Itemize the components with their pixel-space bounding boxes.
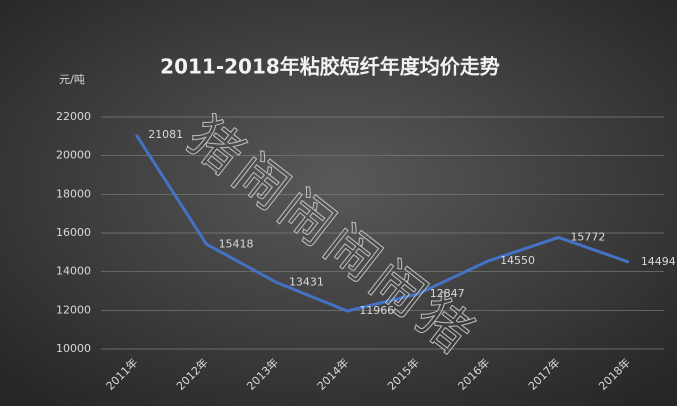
y-tick-label: 22000 bbox=[56, 110, 91, 123]
data-label: 15772 bbox=[570, 230, 605, 243]
y-tick-label: 16000 bbox=[56, 226, 91, 239]
data-label: 14494 bbox=[641, 255, 676, 268]
y-tick-label: 18000 bbox=[56, 187, 91, 200]
y-tick-label: 14000 bbox=[56, 265, 91, 278]
data-label: 11966 bbox=[359, 304, 394, 317]
data-label: 21081 bbox=[148, 128, 183, 141]
y-tick-label: 12000 bbox=[56, 303, 91, 316]
plot: 21081 15418 13431 11966 12847 14550 15772 14494 bbox=[134, 128, 676, 317]
data-label: 12847 bbox=[430, 287, 465, 300]
data-label: 15418 bbox=[219, 237, 254, 250]
y-tick-label: 20000 bbox=[56, 149, 91, 162]
data-label: 13431 bbox=[289, 276, 324, 289]
chart-title: 2011-2018年粘胶短纤年度均价走势 bbox=[160, 55, 500, 79]
y-tick-label: 10000 bbox=[56, 342, 91, 355]
data-label: 14550 bbox=[500, 254, 535, 267]
line bbox=[134, 133, 630, 313]
y-axis-label: 元/吨 bbox=[59, 73, 85, 86]
